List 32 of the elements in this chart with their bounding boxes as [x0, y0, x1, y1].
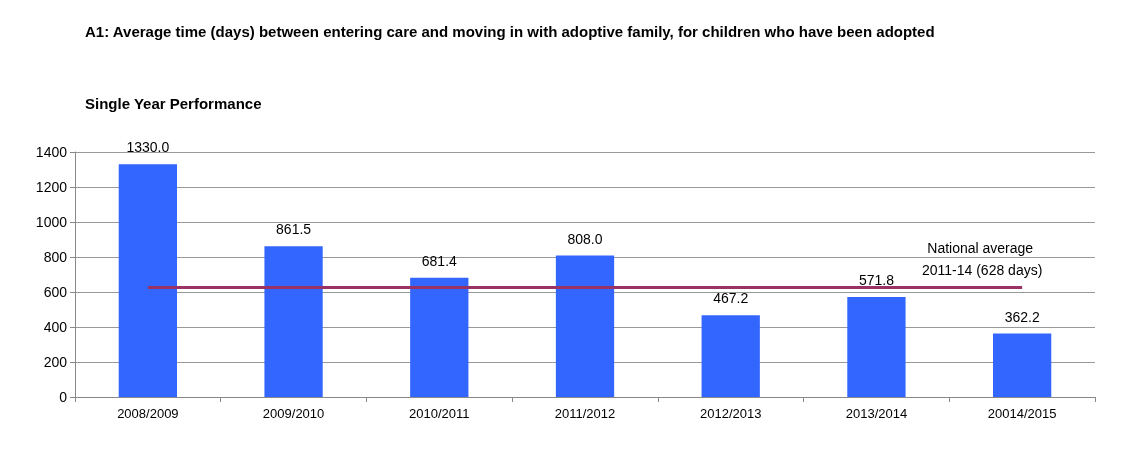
x-tick-label: 2009/2010	[262, 406, 325, 421]
bar	[264, 246, 323, 397]
y-tick-label: 400	[43, 319, 68, 335]
x-tick-label: 2011/2012	[554, 406, 616, 421]
y-tick-label: 600	[43, 284, 68, 300]
y-tick-label: 1400	[35, 144, 68, 160]
y-tick-label: 800	[43, 249, 68, 265]
chart-subtitle: Single Year Performance	[85, 94, 263, 114]
data-label: 681.4	[421, 252, 458, 269]
bar	[993, 333, 1052, 397]
bar	[410, 277, 469, 397]
bar	[555, 255, 615, 397]
x-tick-label: 2013/2014	[845, 406, 908, 421]
data-label: 861.5	[276, 221, 312, 238]
x-tick-label: 2010/2011	[409, 406, 470, 421]
data-label: 571.8	[858, 271, 895, 288]
x-tick-label: 20014/2015	[987, 406, 1057, 421]
chart-title: A1: Average time (days) between entering care and moving in with adoptive family, for children who have been adopted	[85, 22, 936, 42]
y-tick-label: 0	[59, 389, 68, 405]
data-label: 362.2	[1004, 308, 1040, 325]
bar	[847, 296, 906, 397]
y-tick-label: 200	[43, 354, 68, 370]
data-label: 1330.0	[126, 139, 170, 156]
data-label: 467.2	[713, 290, 749, 307]
y-tick-label: 1000	[35, 214, 68, 230]
x-tick-label: 2008/2009	[117, 406, 179, 421]
ref-line-label: National average 2011-14 (628 days)	[921, 240, 1043, 279]
y-tick-label: 1200	[35, 179, 68, 195]
bar	[701, 315, 760, 397]
data-label: 808.0	[567, 230, 603, 247]
bar	[118, 164, 177, 397]
x-tick-label: 2012/2013	[699, 406, 762, 421]
